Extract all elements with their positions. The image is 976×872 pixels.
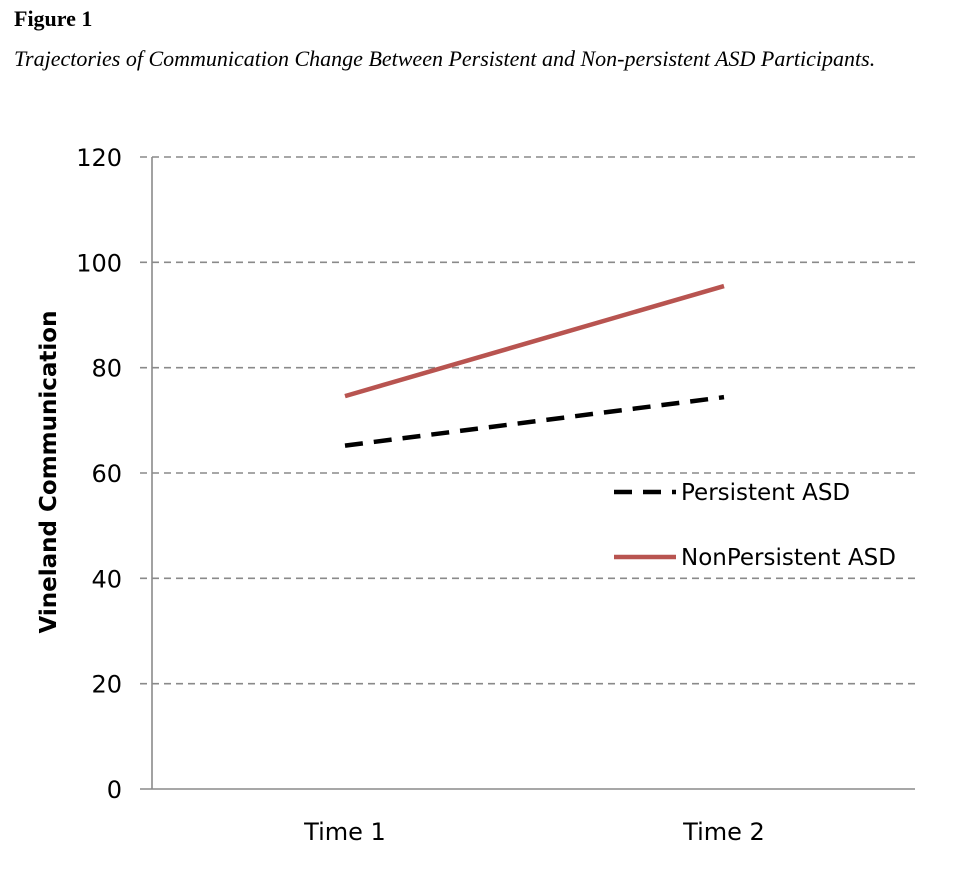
y-tick-labels: 0 20 40 60 80 100 120 <box>76 144 122 804</box>
y-tick-label-40: 40 <box>91 565 122 593</box>
legend-label-1: Persistent ASD <box>681 480 850 506</box>
series-lines <box>344 283 725 448</box>
figure-caption: Trajectories of Communication Change Bet… <box>14 46 876 71</box>
legend-label-2: NonPersistent ASD <box>681 545 896 571</box>
y-tick-label-120: 120 <box>76 144 122 172</box>
y-tick-label-20: 20 <box>91 671 122 699</box>
y-tick-label-100: 100 <box>76 249 122 277</box>
x-tick-label-2: Time 2 <box>682 818 765 846</box>
legend: Persistent ASD NonPersistent ASD <box>614 480 896 571</box>
y-tick-label-80: 80 <box>91 355 122 383</box>
figure-label: Figure 1 <box>14 6 93 31</box>
axes <box>140 157 915 790</box>
y-tick-label-60: 60 <box>91 460 122 488</box>
y-tick-label-0: 0 <box>107 776 122 804</box>
series-line-1 <box>344 394 725 448</box>
x-tick-label-1: Time 1 <box>303 818 386 846</box>
x-tick-labels: Time 1 Time 2 <box>303 818 765 846</box>
gridlines <box>140 156 915 685</box>
y-axis-title: Vineland Communication <box>36 311 62 634</box>
series-line-2 <box>344 283 725 399</box>
